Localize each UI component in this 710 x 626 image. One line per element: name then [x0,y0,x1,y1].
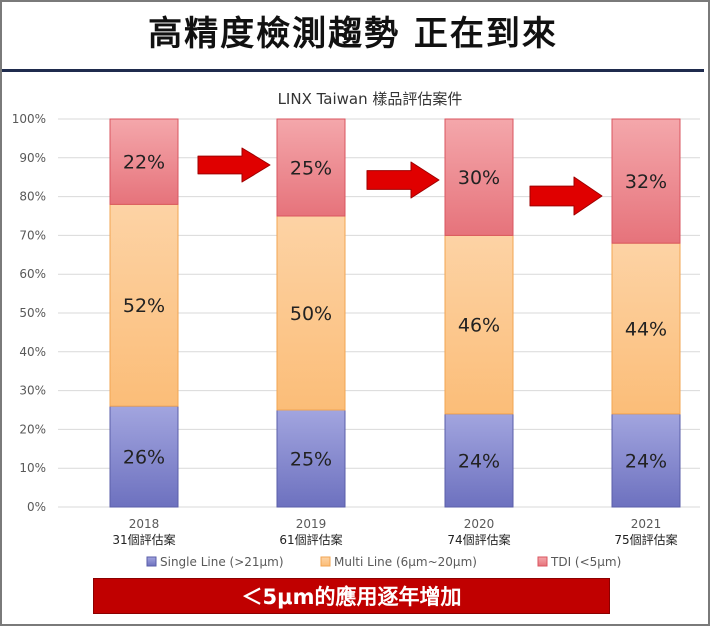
y-tick-label: 70% [19,228,46,242]
bar-segment [276,215,346,411]
bar-segment [444,118,514,236]
data-label: 25% [290,449,332,471]
highlight-banner: ＜5μm的應用逐年增加 [93,578,610,614]
y-tick-label: 0% [27,500,46,514]
bar-segment [611,118,681,244]
x-tick-label: 2018 [129,517,160,531]
legend-swatch [320,556,331,567]
x-tick-sublabel: 74個評估案 [447,532,510,547]
data-label: 32% [625,171,667,193]
bar-segment [276,409,346,508]
arrow-2018-2019 [197,147,271,183]
x-tick-sublabel: 75個評估案 [614,532,677,547]
bar-segment [276,118,346,217]
y-tick-label: 20% [19,422,46,436]
y-tick-label: 100% [12,112,46,126]
x-tick-label: 2020 [464,517,495,531]
y-tick-label: 50% [19,306,46,320]
y-tick-label: 10% [19,461,46,475]
title-divider [2,69,704,72]
data-label: 30% [458,167,500,189]
page-title: 高精度檢測趨勢 正在到來 [148,14,558,54]
data-label: 52% [123,295,165,317]
bar-segment [444,234,514,415]
legend-swatch [537,556,548,567]
data-label: 46% [458,315,500,337]
bar-segment [611,242,681,415]
chart-title: LINX Taiwan 樣品評估案件 [278,90,463,108]
arrow-2020-2021 [529,176,603,216]
bar-segment [444,413,514,508]
bar-segment [109,203,179,407]
y-tick-label: 80% [19,190,46,204]
bar-segment [109,118,179,205]
bar-segment [109,405,179,508]
y-tick-label: 90% [19,151,46,165]
x-tick-sublabel: 31個評估案 [112,532,175,547]
data-label: 44% [625,319,667,341]
legend-label: Single Line (>21μm) [160,555,284,569]
y-tick-label: 40% [19,345,46,359]
legend-swatch [146,556,157,567]
bar-segment [611,413,681,508]
y-tick-label: 30% [19,384,46,398]
legend-label: TDI (<5μm) [550,555,621,569]
x-tick-label: 2019 [296,517,327,531]
x-tick-sublabel: 61個評估案 [279,532,342,547]
data-label: 26% [123,447,165,469]
data-label: 25% [290,158,332,180]
data-label: 24% [458,450,500,472]
arrow-2019-2020 [366,161,440,199]
y-tick-label: 60% [19,267,46,281]
data-label: 50% [290,303,332,325]
legend-label: Multi Line (6μm~20μm) [334,555,477,569]
data-label: 22% [123,152,165,174]
data-label: 24% [625,450,667,472]
x-tick-label: 2021 [631,517,662,531]
